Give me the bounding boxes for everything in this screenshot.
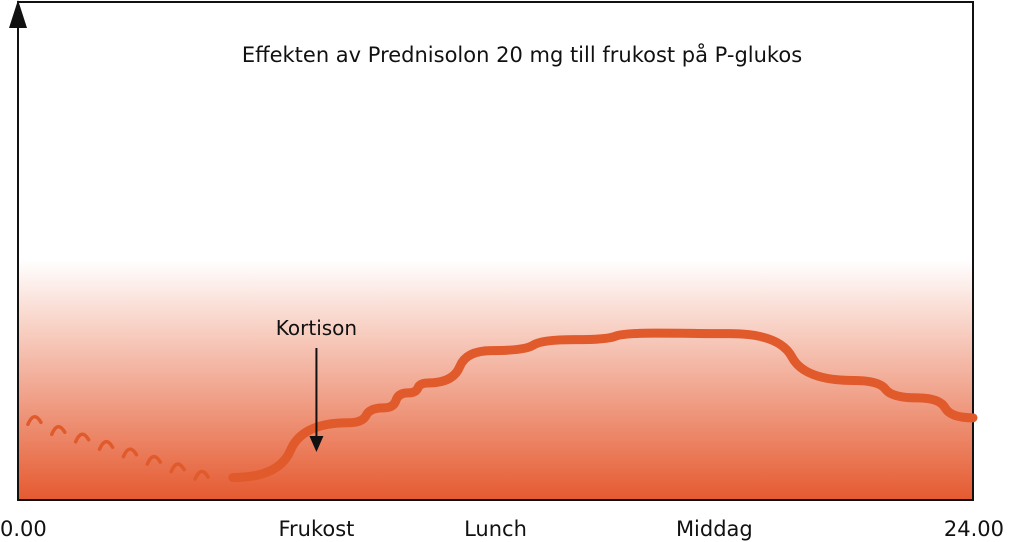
series-arc-before-cortisone (121, 447, 139, 459)
series-arc-before-cortisone (97, 439, 115, 451)
annotation-layer: Kortison (276, 316, 357, 452)
series-layer (26, 328, 978, 483)
tick-layer: 0.00 Frukost Lunch Middag 24.00 (0, 517, 1004, 541)
x-tick-label: 0.00 (0, 517, 47, 541)
x-tick-label: Frukost (278, 517, 354, 541)
plot-gradient-background (18, 260, 973, 500)
y-axis-arrow-icon (9, 0, 27, 28)
x-tick-label: Lunch (464, 517, 527, 541)
series-arc-before-cortisone (73, 432, 91, 444)
series-arc-before-cortisone (193, 469, 210, 481)
annotation-arrowhead-icon (309, 436, 324, 452)
series-arc-before-cortisone (169, 462, 186, 474)
x-tick-label: Middag (676, 517, 753, 541)
x-tick-label: 24.00 (944, 517, 1004, 541)
annotation-kortison: Kortison (276, 316, 357, 340)
series-arc-before-cortisone (145, 454, 163, 466)
chart-title: Effekten av Prednisolon 20 mg till fruko… (242, 42, 802, 67)
series-arc-before-cortisone (50, 425, 67, 437)
series-line-after-cortisone (228, 328, 978, 483)
series-arc-before-cortisone (26, 415, 43, 427)
plot-frame (17, 1, 974, 501)
